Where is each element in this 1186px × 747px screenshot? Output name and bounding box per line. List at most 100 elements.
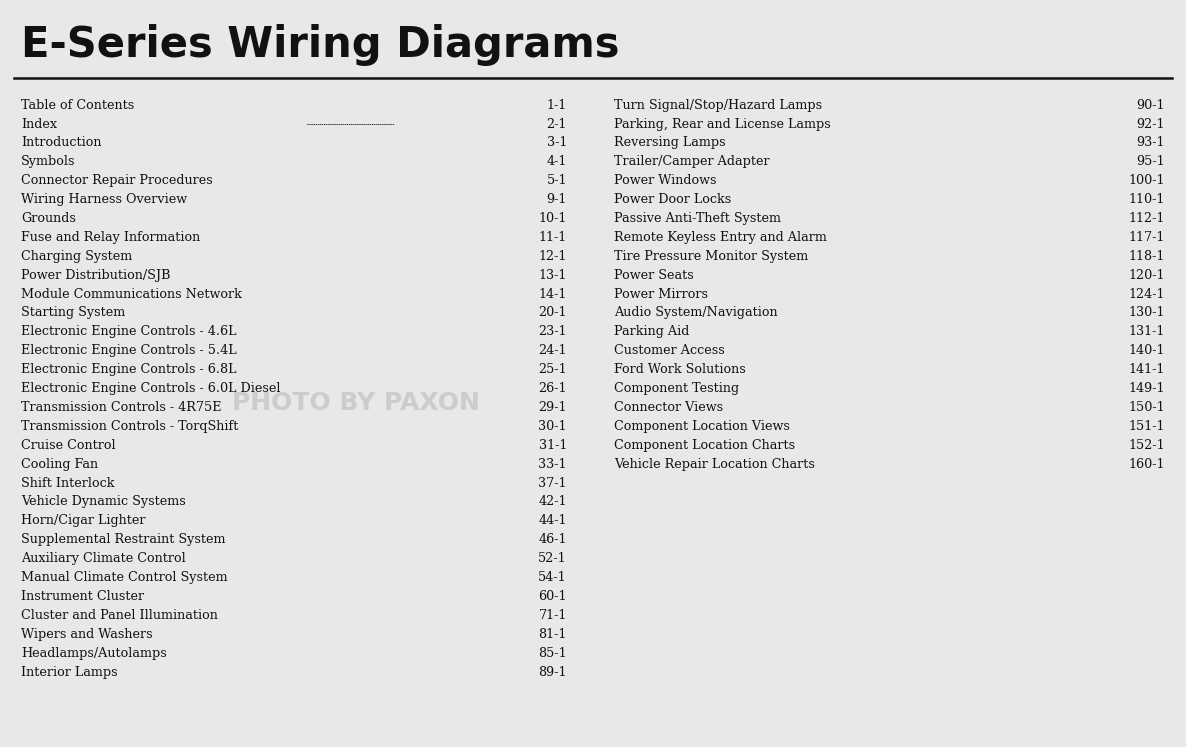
Text: Auxiliary Climate Control: Auxiliary Climate Control — [21, 552, 186, 565]
Text: 151-1: 151-1 — [1128, 420, 1165, 433]
Text: 118-1: 118-1 — [1128, 249, 1165, 263]
Text: Ford Work Solutions: Ford Work Solutions — [614, 363, 746, 376]
Text: Component Location Charts: Component Location Charts — [614, 438, 796, 452]
Text: 71-1: 71-1 — [538, 609, 567, 622]
Text: 3-1: 3-1 — [547, 137, 567, 149]
Text: 12-1: 12-1 — [538, 249, 567, 263]
Text: Electronic Engine Controls - 4.6L: Electronic Engine Controls - 4.6L — [21, 326, 237, 338]
Text: 81-1: 81-1 — [538, 627, 567, 641]
Text: 30-1: 30-1 — [538, 420, 567, 433]
Text: 20-1: 20-1 — [538, 306, 567, 320]
Text: Connector Views: Connector Views — [614, 401, 723, 414]
Text: 85-1: 85-1 — [538, 647, 567, 660]
Text: 131-1: 131-1 — [1128, 326, 1165, 338]
Text: 117-1: 117-1 — [1128, 231, 1165, 244]
Text: 112-1: 112-1 — [1128, 212, 1165, 225]
Text: Shift Interlock: Shift Interlock — [21, 477, 115, 489]
Text: Customer Access: Customer Access — [614, 344, 725, 357]
Text: Introduction: Introduction — [21, 137, 102, 149]
Text: 10-1: 10-1 — [538, 212, 567, 225]
Text: Tire Pressure Monitor System: Tire Pressure Monitor System — [614, 249, 809, 263]
Text: Vehicle Repair Location Charts: Vehicle Repair Location Charts — [614, 458, 815, 471]
Text: 9-1: 9-1 — [547, 193, 567, 206]
Text: Turn Signal/Stop/Hazard Lamps: Turn Signal/Stop/Hazard Lamps — [614, 99, 822, 111]
Text: Trailer/Camper Adapter: Trailer/Camper Adapter — [614, 155, 770, 168]
Text: Symbols: Symbols — [21, 155, 76, 168]
Text: 124-1: 124-1 — [1128, 288, 1165, 300]
Text: 5-1: 5-1 — [547, 174, 567, 187]
Text: 23-1: 23-1 — [538, 326, 567, 338]
Text: PHOTO BY PAXON: PHOTO BY PAXON — [231, 391, 480, 415]
Text: Wipers and Washers: Wipers and Washers — [21, 627, 153, 641]
Text: 130-1: 130-1 — [1128, 306, 1165, 320]
Text: Power Windows: Power Windows — [614, 174, 716, 187]
Text: Supplemental Restraint System: Supplemental Restraint System — [21, 533, 225, 546]
Text: Charging System: Charging System — [21, 249, 133, 263]
Text: 11-1: 11-1 — [538, 231, 567, 244]
Text: Remote Keyless Entry and Alarm: Remote Keyless Entry and Alarm — [614, 231, 827, 244]
Text: 31-1: 31-1 — [538, 438, 567, 452]
Text: Component Location Views: Component Location Views — [614, 420, 790, 433]
Text: Vehicle Dynamic Systems: Vehicle Dynamic Systems — [21, 495, 186, 509]
Text: 37-1: 37-1 — [538, 477, 567, 489]
Text: 54-1: 54-1 — [538, 571, 567, 584]
Text: E-Series Wiring Diagrams: E-Series Wiring Diagrams — [21, 24, 620, 66]
Text: Instrument Cluster: Instrument Cluster — [21, 590, 145, 603]
Text: Wiring Harness Overview: Wiring Harness Overview — [21, 193, 187, 206]
Text: 140-1: 140-1 — [1128, 344, 1165, 357]
Text: Cruise Control: Cruise Control — [21, 438, 116, 452]
Text: Power Door Locks: Power Door Locks — [614, 193, 732, 206]
Text: Module Communications Network: Module Communications Network — [21, 288, 242, 300]
Text: Passive Anti-Theft System: Passive Anti-Theft System — [614, 212, 782, 225]
Text: 33-1: 33-1 — [538, 458, 567, 471]
Text: Power Distribution/SJB: Power Distribution/SJB — [21, 269, 171, 282]
Text: 1-1: 1-1 — [547, 99, 567, 111]
Text: Parking, Rear and License Lamps: Parking, Rear and License Lamps — [614, 117, 831, 131]
Text: 141-1: 141-1 — [1128, 363, 1165, 376]
Text: 150-1: 150-1 — [1128, 401, 1165, 414]
Text: 60-1: 60-1 — [538, 590, 567, 603]
Text: 2-1: 2-1 — [547, 117, 567, 131]
Text: Reversing Lamps: Reversing Lamps — [614, 137, 726, 149]
Text: Component Testing: Component Testing — [614, 382, 740, 395]
Text: Interior Lamps: Interior Lamps — [21, 666, 117, 678]
Text: 95-1: 95-1 — [1136, 155, 1165, 168]
Text: Electronic Engine Controls - 5.4L: Electronic Engine Controls - 5.4L — [21, 344, 237, 357]
Text: 152-1: 152-1 — [1128, 438, 1165, 452]
Text: 93-1: 93-1 — [1136, 137, 1165, 149]
Text: 89-1: 89-1 — [538, 666, 567, 678]
Text: 4-1: 4-1 — [547, 155, 567, 168]
Text: 42-1: 42-1 — [538, 495, 567, 509]
Text: Audio System/Navigation: Audio System/Navigation — [614, 306, 778, 320]
Text: 120-1: 120-1 — [1128, 269, 1165, 282]
Text: 149-1: 149-1 — [1128, 382, 1165, 395]
Text: Power Seats: Power Seats — [614, 269, 694, 282]
Text: 14-1: 14-1 — [538, 288, 567, 300]
Text: Cluster and Panel Illumination: Cluster and Panel Illumination — [21, 609, 218, 622]
Text: Electronic Engine Controls - 6.0L Diesel: Electronic Engine Controls - 6.0L Diesel — [21, 382, 281, 395]
Text: 44-1: 44-1 — [538, 515, 567, 527]
Text: Table of Contents: Table of Contents — [21, 99, 134, 111]
Text: Power Mirrors: Power Mirrors — [614, 288, 708, 300]
Text: Parking Aid: Parking Aid — [614, 326, 690, 338]
Text: 90-1: 90-1 — [1136, 99, 1165, 111]
Text: 26-1: 26-1 — [538, 382, 567, 395]
Text: Starting System: Starting System — [21, 306, 126, 320]
Text: Electronic Engine Controls - 6.8L: Electronic Engine Controls - 6.8L — [21, 363, 237, 376]
Text: Index: Index — [21, 117, 57, 131]
Text: Connector Repair Procedures: Connector Repair Procedures — [21, 174, 213, 187]
Text: 46-1: 46-1 — [538, 533, 567, 546]
Text: 110-1: 110-1 — [1128, 193, 1165, 206]
Text: 160-1: 160-1 — [1128, 458, 1165, 471]
Text: Manual Climate Control System: Manual Climate Control System — [21, 571, 228, 584]
Text: Transmission Controls - 4R75E: Transmission Controls - 4R75E — [21, 401, 222, 414]
Text: 13-1: 13-1 — [538, 269, 567, 282]
Text: 52-1: 52-1 — [538, 552, 567, 565]
Text: Headlamps/Autolamps: Headlamps/Autolamps — [21, 647, 167, 660]
Text: 25-1: 25-1 — [538, 363, 567, 376]
Text: Grounds: Grounds — [21, 212, 76, 225]
Text: Transmission Controls - TorqShift: Transmission Controls - TorqShift — [21, 420, 238, 433]
Text: 29-1: 29-1 — [538, 401, 567, 414]
Text: Fuse and Relay Information: Fuse and Relay Information — [21, 231, 200, 244]
Text: 100-1: 100-1 — [1128, 174, 1165, 187]
